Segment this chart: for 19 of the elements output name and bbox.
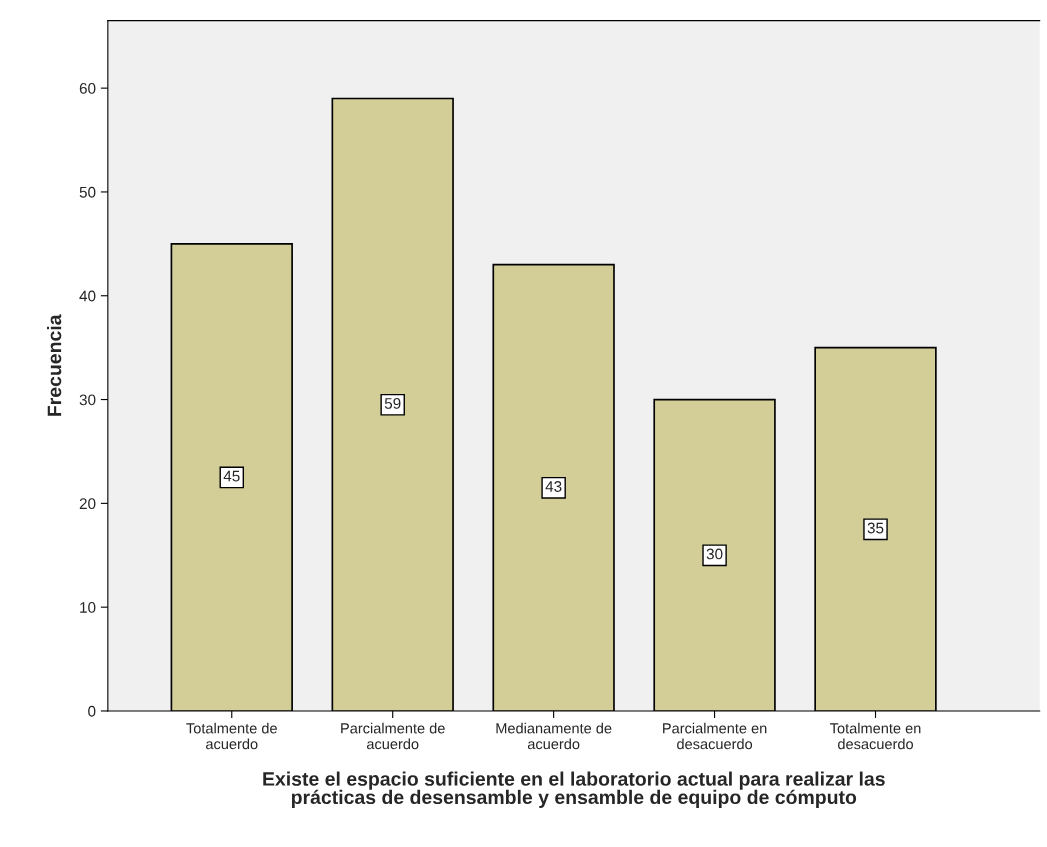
data-label: 35 bbox=[867, 522, 884, 534]
x-tick-label: Totalmente de acuerdo bbox=[186, 722, 277, 750]
y-tick-label: 60 bbox=[79, 83, 96, 94]
data-label: 30 bbox=[706, 548, 723, 560]
x-tick-label: Totalmente en desacuerdo bbox=[830, 722, 921, 750]
x-axis-title: Existe el espacio suficiente en el laboratorio actual para realizar las prácticas de desensamble y ensamble de equipo de cómputo bbox=[263, 771, 885, 808]
y-tick-label: 40 bbox=[79, 290, 96, 302]
y-tick-label: 20 bbox=[79, 498, 96, 510]
y-tick-label: 30 bbox=[79, 394, 96, 406]
y-axis-title: Frecuencia bbox=[47, 314, 62, 416]
y-tick-label: 0 bbox=[88, 705, 96, 717]
x-tick-label: Parcialmente en desacuerdo bbox=[663, 722, 767, 750]
data-label: 43 bbox=[545, 481, 562, 492]
y-tick-label: 10 bbox=[80, 602, 96, 613]
x-tick-label: Medianamente de acuerdo bbox=[496, 722, 612, 750]
data-label: 45 bbox=[223, 470, 240, 482]
y-tick-label: 50 bbox=[79, 186, 96, 198]
data-label: 59 bbox=[384, 398, 401, 409]
x-tick-label: Parcialmente de acuerdo bbox=[341, 722, 445, 750]
